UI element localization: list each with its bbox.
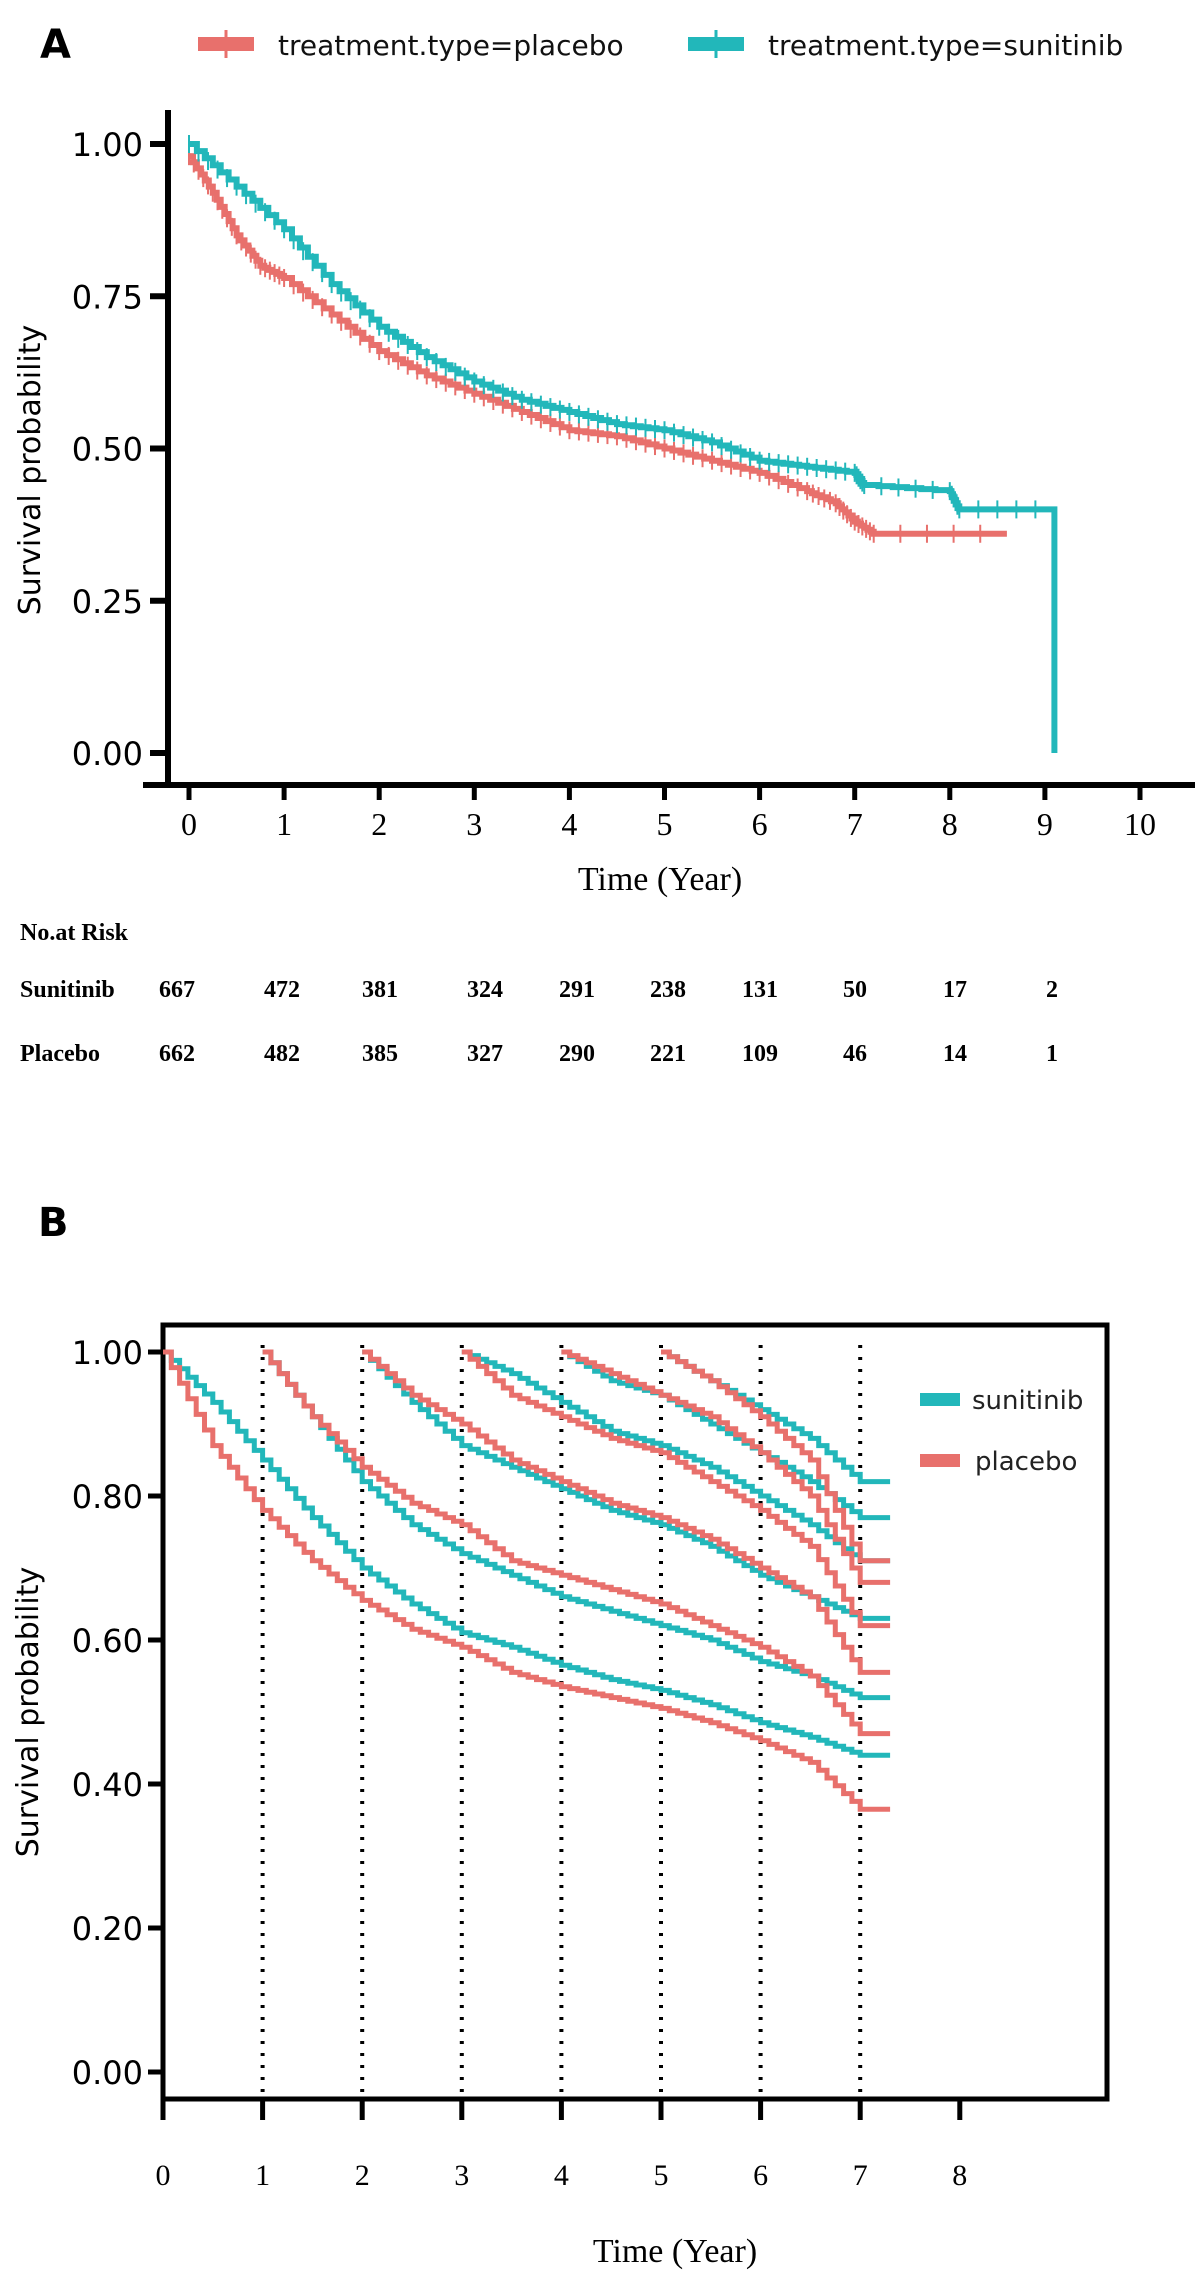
risk-value: 324: [467, 977, 503, 1003]
b-x-label: Time (Year): [593, 2233, 757, 2270]
b-x-tick-label: 1: [255, 2159, 270, 2192]
b-y-tick-label: 0.80: [72, 1478, 143, 1516]
risk-value: 482: [264, 1041, 300, 1067]
legend-b-sunitinib-swatch: [920, 1393, 960, 1406]
risk-value: 327: [467, 1041, 503, 1067]
b-x-ticks: 0 1 2 3 4 5 6 7 8: [156, 2099, 967, 2192]
b-curve-placebo-from-year-3: [461, 1349, 891, 1629]
a-y-tick-label: 0.75: [72, 278, 143, 316]
b-x-tick-label: 4: [554, 2159, 569, 2192]
b-x-tick-label: 7: [853, 2159, 868, 2192]
risk-table-title: No.at Risk: [20, 920, 129, 946]
risk-value: 290: [559, 1041, 595, 1067]
risk-value: 109: [742, 1041, 778, 1067]
b-series: [163, 1349, 891, 1812]
risk-table: Sunitinib 667 472 381 324 291 238 131 50 17 2 Place…: [20, 977, 1058, 1067]
risk-value: 385: [362, 1041, 398, 1067]
a-series: [188, 135, 1058, 753]
a-y-ticks: 0.00 0.25 0.50 0.75 1.00: [72, 126, 168, 773]
a-x-tick-label: 5: [657, 806, 673, 842]
b-y-tick-label: 0.00: [72, 2054, 143, 2092]
b-curve-sunitinib-from-year-3: [461, 1349, 891, 1564]
panel-b-label: B: [38, 1200, 69, 1246]
b-x-tick-label: 8: [952, 2159, 967, 2192]
risk-value: 662: [159, 1041, 195, 1067]
a-y-tick-label: 1.00: [72, 126, 143, 164]
a-x-tick-label: 9: [1037, 806, 1053, 842]
risk-value: 14: [943, 1041, 967, 1067]
b-x-tick-label: 0: [156, 2159, 171, 2192]
b-y-label: Survival probability: [11, 1567, 46, 1858]
a-y-tick-label: 0.00: [72, 735, 143, 773]
b-curve-sunitinib-from-year-0: [163, 1349, 891, 1758]
risk-value: 667: [159, 977, 195, 1003]
a-x-tick-label: 10: [1124, 806, 1156, 842]
b-curve-placebo-from-year-2: [362, 1349, 891, 1675]
risk-value: 291: [559, 977, 595, 1003]
legend-b-sunitinib-label: sunitinib: [972, 1386, 1083, 1416]
risk-value: 131: [742, 977, 778, 1003]
b-curve-sunitinib-from-year-1: [262, 1349, 891, 1701]
risk-value: 50: [843, 977, 867, 1003]
b-y-tick-label: 1.00: [72, 1334, 143, 1372]
a-x-tick-label: 2: [371, 806, 387, 842]
legend-b: sunitinib placebo: [920, 1386, 1083, 1477]
a-y-tick-label: 0.50: [72, 431, 143, 469]
a-x-tick-label: 4: [561, 806, 577, 842]
b-x-tick-label: 3: [454, 2159, 469, 2192]
risk-value: 381: [362, 977, 398, 1003]
a-x-label: Time (Year): [578, 861, 742, 898]
risk-row-label: Placebo: [20, 1041, 100, 1067]
b-x-tick-label: 6: [753, 2159, 768, 2192]
risk-value: 221: [650, 1041, 686, 1067]
legend-sunitinib-label: treatment.type=sunitinib: [768, 29, 1123, 62]
a-curve-sunitinib: [189, 141, 1058, 753]
a-curve-placebo: [188, 153, 1007, 537]
b-y-tick-label: 0.20: [72, 1910, 143, 1948]
b-plot-frame: [160, 1322, 1110, 2102]
b-curve-placebo-from-year-5: [661, 1349, 891, 1564]
a-x-tick-label: 0: [181, 806, 197, 842]
risk-value: 1: [1046, 1041, 1058, 1067]
a-x-tick-label: 1: [276, 806, 292, 842]
risk-value: 238: [650, 977, 686, 1003]
risk-row-label: Sunitinib: [20, 977, 115, 1003]
b-y-tick-label: 0.40: [72, 1766, 143, 1804]
risk-value: 17: [943, 977, 967, 1003]
a-x-ticks: 0 1 2 3 4 5 6 7 8 9 10: [181, 785, 1156, 842]
b-y-ticks: 0.00 0.20 0.40 0.60 0.80 1.00: [72, 1334, 163, 2092]
legend-placebo-label: treatment.type=placebo: [278, 29, 624, 62]
a-x-tick-label: 6: [752, 806, 768, 842]
b-curve-placebo-from-year-1: [262, 1349, 891, 1737]
risk-value: 472: [264, 977, 300, 1003]
b-curve-placebo-from-year-4: [561, 1349, 891, 1585]
a-x-tick-label: 8: [942, 806, 958, 842]
legend-b-placebo-swatch: [920, 1454, 960, 1467]
legend-b-placebo-label: placebo: [975, 1447, 1077, 1477]
b-curve-placebo-from-year-0: [163, 1349, 891, 1812]
b-x-tick-label: 5: [654, 2159, 669, 2192]
risk-value: 2: [1046, 977, 1058, 1003]
risk-value: 46: [843, 1041, 867, 1067]
b-y-tick-label: 0.60: [72, 1622, 143, 1660]
legend-a: treatment.type=placebo treatment.type=su…: [198, 29, 1123, 62]
a-y-tick-label: 0.25: [72, 583, 143, 621]
b-x-tick-label: 2: [355, 2159, 370, 2192]
a-x-tick-label: 7: [847, 806, 863, 842]
a-x-tick-label: 3: [466, 806, 482, 842]
a-y-label: Survival probability: [13, 325, 48, 616]
b-curve-sunitinib-from-year-2: [362, 1349, 891, 1621]
panel-a-label: A: [40, 22, 71, 68]
